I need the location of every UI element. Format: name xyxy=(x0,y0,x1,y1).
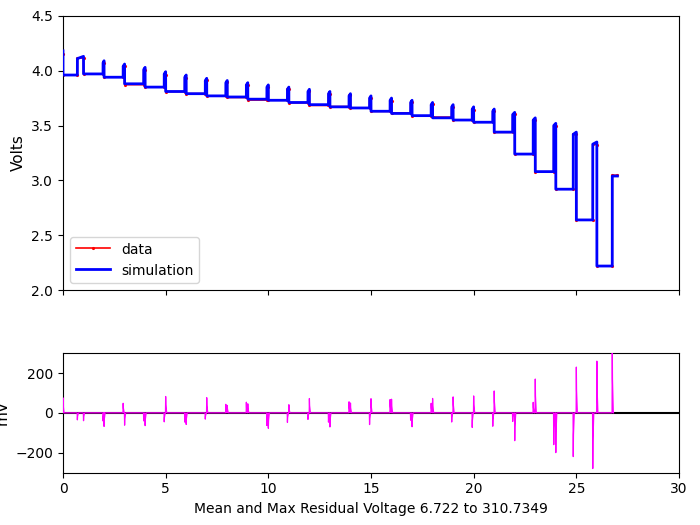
data xyxy=(100,59,108,66)
data xyxy=(365,95,374,101)
data xyxy=(365,105,374,111)
simulation xyxy=(427,101,435,108)
simulation xyxy=(365,95,374,101)
simulation xyxy=(365,105,374,111)
data xyxy=(613,172,622,179)
Y-axis label: Volts: Volts xyxy=(10,134,26,171)
Y-axis label: mV: mV xyxy=(0,400,10,425)
X-axis label: Mean and Max Residual Voltage 6.722 to 310.7349: Mean and Max Residual Voltage 6.722 to 3… xyxy=(194,502,548,516)
simulation xyxy=(593,263,601,269)
data xyxy=(222,93,230,99)
simulation xyxy=(244,80,252,86)
Line: simulation: simulation xyxy=(63,51,617,266)
Line: data: data xyxy=(62,52,619,268)
simulation xyxy=(613,173,622,179)
simulation xyxy=(222,93,230,99)
data xyxy=(59,51,67,57)
simulation xyxy=(100,58,108,64)
Legend: data, simulation: data, simulation xyxy=(70,237,199,283)
data xyxy=(244,82,252,89)
data xyxy=(593,262,601,269)
data xyxy=(427,101,435,108)
simulation xyxy=(59,48,67,54)
